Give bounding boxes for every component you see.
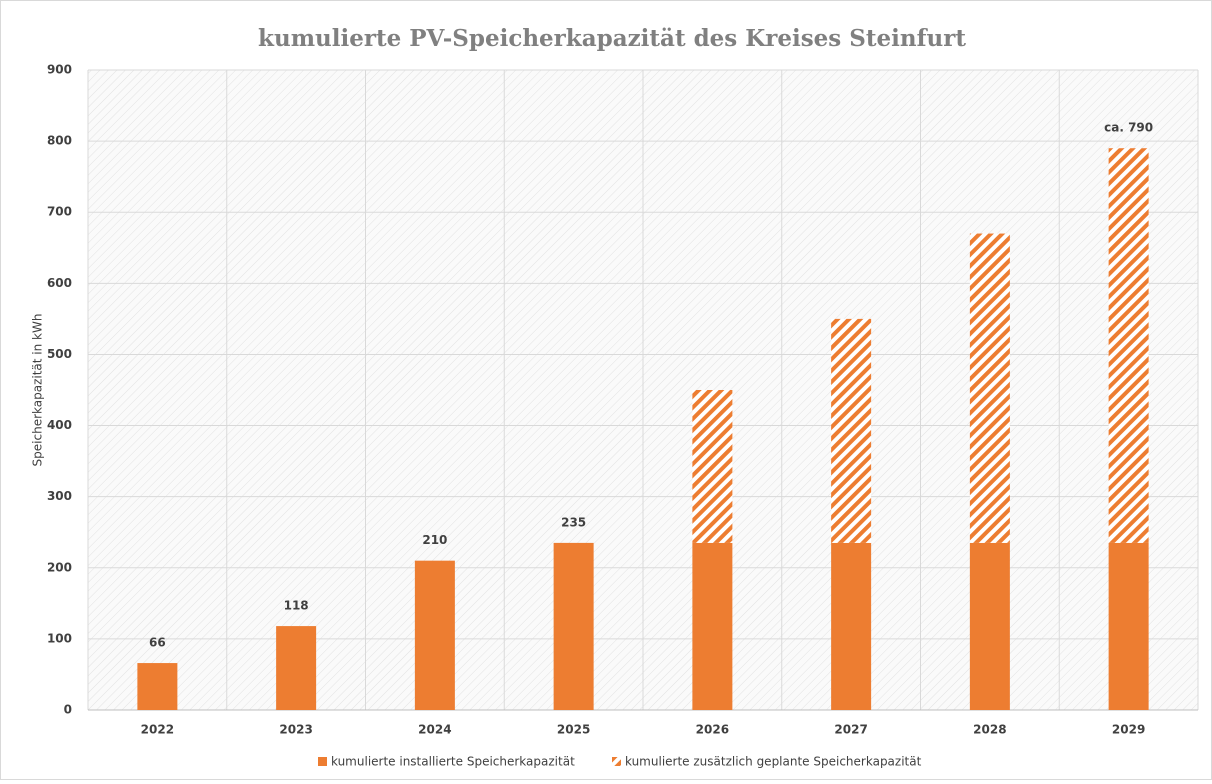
bar-segment — [414, 560, 455, 710]
legend-label: kumulierte zusätzlich geplante Speicherk… — [625, 755, 922, 769]
x-tick-label: 2025 — [557, 723, 590, 737]
data-label: 66 — [149, 636, 166, 650]
y-tick-label: 800 — [47, 134, 72, 148]
data-label: 118 — [284, 599, 309, 613]
bar-segment — [276, 626, 317, 710]
chart-title: kumulierte PV-Speicherkapazität des Krei… — [258, 25, 966, 52]
y-tick-label: 200 — [47, 560, 72, 574]
y-axis-label: Speicherkapazität in kWh — [31, 314, 45, 467]
data-label: 210 — [422, 533, 447, 547]
bar-segment — [1108, 542, 1149, 710]
bar-segment — [137, 663, 178, 710]
legend-swatch — [318, 757, 327, 766]
x-tick-label: 2027 — [834, 723, 867, 737]
y-tick-label: 700 — [47, 205, 72, 219]
bar-segment — [831, 542, 872, 710]
data-label: 235 — [561, 515, 586, 529]
legend-label: kumulierte installierte Speicherkapazitä… — [331, 755, 575, 769]
y-tick-label: 300 — [47, 489, 72, 503]
x-tick-label: 2024 — [418, 723, 451, 737]
y-tick-label: 0 — [64, 703, 72, 717]
bar-segment — [692, 390, 733, 543]
x-tick-label: 2029 — [1112, 723, 1145, 737]
bar-segment — [553, 542, 594, 710]
x-tick-label: 2023 — [279, 723, 312, 737]
bar-segment — [969, 542, 1010, 710]
bar-segment — [831, 318, 872, 543]
y-tick-label: 600 — [47, 276, 72, 290]
annotation: ca. 790 — [1104, 121, 1153, 135]
legend-swatch — [612, 757, 621, 766]
bar-segment — [969, 233, 1010, 543]
x-tick-label: 2026 — [696, 723, 729, 737]
x-tick-label: 2028 — [973, 723, 1006, 737]
y-tick-label: 900 — [47, 63, 72, 77]
x-tick-label: 2022 — [141, 723, 174, 737]
y-tick-label: 400 — [47, 418, 72, 432]
bar-segment — [692, 542, 733, 710]
y-tick-label: 500 — [47, 347, 72, 361]
bar-segment — [1108, 148, 1149, 543]
y-tick-label: 100 — [47, 631, 72, 645]
